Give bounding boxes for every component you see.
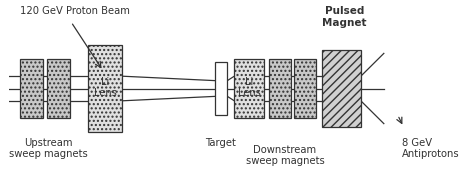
Text: 8 GeV
Antiprotons: 8 GeV Antiprotons bbox=[402, 138, 460, 159]
Bar bbox=[234, 59, 264, 118]
Bar bbox=[294, 59, 316, 118]
Bar bbox=[20, 59, 43, 118]
Text: Pulsed
Magnet: Pulsed Magnet bbox=[322, 6, 367, 28]
Text: Li
Lens: Li Lens bbox=[94, 77, 117, 98]
Text: 120 GeV Proton Beam: 120 GeV Proton Beam bbox=[20, 6, 130, 16]
Text: Li
Lens: Li Lens bbox=[238, 77, 261, 98]
Bar bbox=[88, 45, 122, 132]
Text: Upstream
sweep magnets: Upstream sweep magnets bbox=[9, 138, 87, 159]
Bar bbox=[215, 62, 228, 115]
Bar bbox=[322, 50, 361, 127]
Bar bbox=[46, 59, 70, 118]
Bar bbox=[269, 59, 291, 118]
Text: Target: Target bbox=[206, 138, 237, 148]
Text: Downstream
sweep magnets: Downstream sweep magnets bbox=[246, 145, 324, 166]
